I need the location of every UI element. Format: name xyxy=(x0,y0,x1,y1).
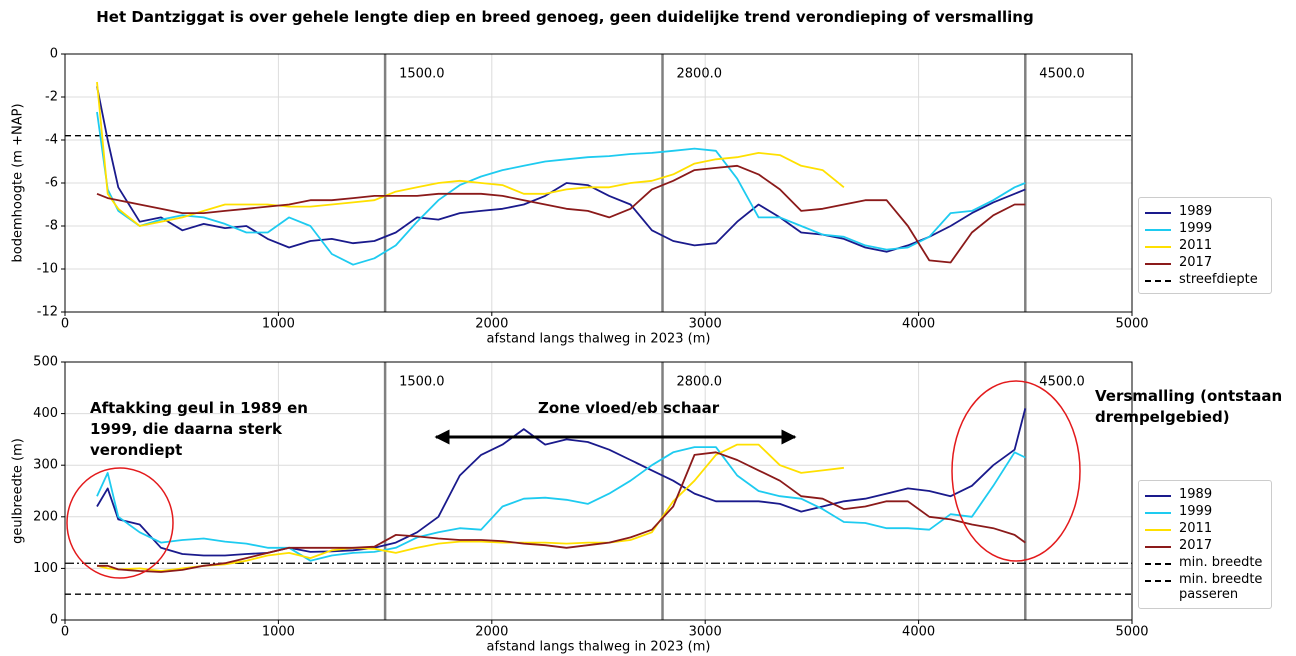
legend: 1989 1999 2011 2017 min. breedte min. breedte… xyxy=(1138,480,1272,609)
legend-item: min. breedte xyxy=(1145,555,1265,570)
series-line xyxy=(96,446,1026,562)
legend-label: 1989 xyxy=(1179,487,1213,502)
y-tick-label: 500 xyxy=(33,355,58,370)
legend-swatch xyxy=(1145,495,1171,497)
series-line xyxy=(96,164,1026,264)
x-tick-label: 0 xyxy=(61,317,69,332)
x-tick-label: 1000 xyxy=(262,317,295,332)
x-tick-label: 4000 xyxy=(902,625,935,640)
y-tick-label: 100 xyxy=(33,561,58,576)
x-tick-label: 5000 xyxy=(1115,317,1148,332)
legend-label: min. breedte xyxy=(1179,555,1263,570)
y-tick-label: -2 xyxy=(45,90,58,105)
series-line xyxy=(96,111,1026,266)
reference-vline-label: 2800.0 xyxy=(677,67,723,82)
reference-vline-label: 1500.0 xyxy=(399,67,445,82)
y-tick-label: 0 xyxy=(50,47,58,62)
y-tick-label: 200 xyxy=(33,509,58,524)
reference-vline-label: 2800.0 xyxy=(677,375,723,390)
legend-item: 1989 xyxy=(1145,487,1265,502)
x-tick-label: 4000 xyxy=(902,317,935,332)
legend-swatch xyxy=(1145,246,1171,248)
highlight-ellipse xyxy=(951,380,1081,562)
legend-label: 2011 xyxy=(1179,521,1213,536)
legend-item: 1999 xyxy=(1145,221,1265,236)
y-tick-label: -4 xyxy=(45,133,58,148)
series-line xyxy=(96,443,845,572)
legend-swatch xyxy=(1145,512,1171,514)
legend-item: 2011 xyxy=(1145,238,1265,253)
y-tick-label: 400 xyxy=(33,406,58,421)
x-tick-label: 0 xyxy=(61,625,69,640)
legend-swatch xyxy=(1145,580,1171,582)
y-tick-label: -8 xyxy=(45,219,58,234)
x-tick-label: 5000 xyxy=(1115,625,1148,640)
legend-item: 2017 xyxy=(1145,255,1265,270)
annotation: Versmalling (ontstaan drempelgebied) xyxy=(1095,387,1283,426)
x-tick-label: 1000 xyxy=(262,625,295,640)
legend-item: 2011 xyxy=(1145,521,1265,536)
x-tick-label: 2000 xyxy=(475,317,508,332)
reference-vline-label: 1500.0 xyxy=(399,375,445,390)
legend-swatch xyxy=(1145,546,1171,548)
legend-label: streefdiepte xyxy=(1179,272,1258,287)
x-axis-label: afstand langs thalweg in 2023 (m) xyxy=(487,640,711,655)
y-axis-label: bodemhoogte (m +NAP) xyxy=(11,103,26,262)
legend-swatch xyxy=(1145,212,1171,214)
x-tick-label: 2000 xyxy=(475,625,508,640)
plot-frame xyxy=(64,361,1133,621)
series-line xyxy=(97,451,1026,573)
series-line xyxy=(96,81,845,227)
chart-title: Het Dantziggat is over gehele lengte die… xyxy=(96,8,1034,26)
annotation: Aftakking geul in 1989 en 1999, die daar… xyxy=(90,399,308,459)
legend-item: streefdiepte xyxy=(1145,272,1265,287)
y-tick-label: -10 xyxy=(37,262,58,277)
legend-label: 1989 xyxy=(1179,204,1213,219)
legend-swatch xyxy=(1145,280,1171,282)
legend-swatch xyxy=(1145,229,1171,231)
annotation: Zone vloed/eb schaar xyxy=(538,399,720,417)
legend-swatch xyxy=(1145,529,1171,531)
legend-swatch xyxy=(1145,563,1171,565)
y-tick-label: 300 xyxy=(33,458,58,473)
x-tick-label: 3000 xyxy=(689,625,722,640)
y-tick-label: -12 xyxy=(37,305,58,320)
y-tick-label: 0 xyxy=(50,613,58,628)
highlight-ellipse xyxy=(66,467,174,579)
legend-item: min. breedte passeren xyxy=(1145,572,1265,602)
reference-vline-label: 4500.0 xyxy=(1039,375,1085,390)
legend-item: 1999 xyxy=(1145,504,1265,519)
legend: 1989 1999 2011 2017 streefdiepte xyxy=(1138,197,1272,294)
legend-label: min. breedte passeren xyxy=(1179,572,1263,602)
legend-label: 2017 xyxy=(1179,255,1213,270)
legend-label: 2011 xyxy=(1179,238,1213,253)
legend-item: 1989 xyxy=(1145,204,1265,219)
x-axis-label: afstand langs thalweg in 2023 (m) xyxy=(487,332,711,347)
legend-label: 1999 xyxy=(1179,504,1213,519)
legend-label: 1999 xyxy=(1179,221,1213,236)
plot-frame xyxy=(64,53,1133,313)
legend-label: 2017 xyxy=(1179,538,1213,553)
y-tick-label: -6 xyxy=(45,176,58,191)
legend-swatch xyxy=(1145,263,1171,265)
y-axis-label: geulbreedte (m) xyxy=(11,438,26,544)
series-line xyxy=(96,86,1026,253)
legend-item: 2017 xyxy=(1145,538,1265,553)
x-tick-label: 3000 xyxy=(689,317,722,332)
reference-vline-label: 4500.0 xyxy=(1039,67,1085,82)
